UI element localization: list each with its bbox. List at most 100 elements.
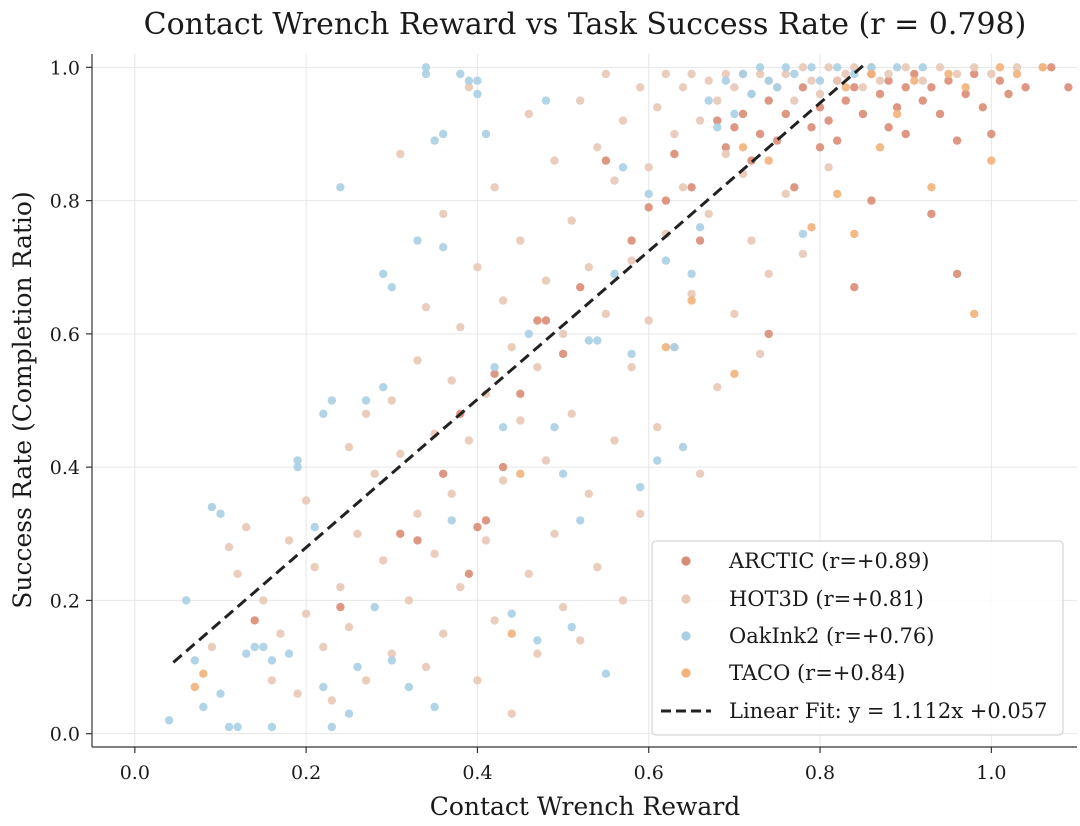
data-point — [421, 63, 431, 72]
data-point — [661, 69, 671, 79]
data-point — [833, 76, 842, 85]
data-point — [875, 76, 885, 85]
data-point — [276, 629, 285, 638]
data-point — [516, 389, 525, 398]
data-point — [447, 516, 456, 525]
data-point — [387, 396, 396, 405]
data-point — [781, 63, 790, 72]
data-point — [695, 223, 705, 232]
y-tick-label: 0.6 — [50, 324, 80, 346]
data-point — [310, 522, 319, 532]
data-point — [730, 109, 739, 119]
data-point — [867, 196, 876, 205]
data-point — [379, 383, 388, 392]
x-tick-label: 0.6 — [634, 762, 664, 784]
data-point — [841, 69, 850, 79]
data-point — [507, 343, 516, 352]
data-point — [224, 542, 234, 552]
data-point — [533, 649, 542, 658]
data-point — [644, 189, 653, 199]
data-point — [713, 116, 722, 125]
data-point — [199, 702, 208, 712]
data-point — [995, 76, 1005, 85]
data-point — [370, 469, 379, 478]
data-point — [927, 209, 936, 219]
data-point — [884, 123, 893, 132]
y-tick-label: 0.4 — [50, 457, 80, 479]
legend-marker-hot3d — [681, 594, 691, 604]
data-point — [284, 536, 294, 545]
data-point — [353, 662, 362, 672]
data-point — [695, 236, 705, 245]
legend-box — [651, 540, 1064, 736]
data-point — [319, 409, 328, 418]
data-point — [618, 596, 628, 605]
data-point — [901, 129, 910, 139]
data-point — [550, 156, 559, 165]
data-point — [798, 249, 808, 259]
data-point — [661, 256, 671, 265]
legend-label-oakink2: OakInk2 (r=+0.76) — [729, 624, 934, 648]
data-point — [498, 296, 508, 305]
data-point — [336, 602, 345, 612]
data-point — [464, 76, 474, 85]
data-point — [970, 69, 979, 79]
data-point — [824, 63, 833, 72]
data-point — [558, 602, 568, 612]
data-point — [507, 609, 516, 618]
data-point — [207, 502, 217, 512]
legend-label-fit: Linear Fit: y = 1.112x +0.057 — [729, 699, 1048, 723]
data-point — [738, 143, 748, 152]
data-point — [361, 409, 371, 418]
data-point — [781, 189, 790, 199]
data-point — [687, 69, 696, 79]
data-point — [627, 363, 636, 372]
data-point — [884, 76, 893, 85]
data-point — [755, 349, 765, 359]
data-point — [653, 103, 662, 112]
data-point — [807, 63, 816, 72]
data-point — [516, 469, 525, 478]
data-point — [1047, 63, 1056, 72]
data-point — [653, 423, 662, 432]
data-point — [627, 349, 636, 359]
data-point — [952, 269, 962, 279]
data-point — [610, 436, 619, 445]
y-tick-label: 0.0 — [50, 724, 80, 746]
data-point — [978, 103, 987, 112]
data-point — [524, 109, 533, 119]
data-point — [807, 76, 816, 85]
data-point — [858, 83, 868, 92]
data-point — [970, 309, 979, 319]
data-point — [755, 129, 765, 139]
data-point — [687, 289, 696, 299]
data-point — [764, 76, 773, 85]
data-point — [730, 83, 739, 92]
data-point — [216, 689, 225, 698]
data-point — [687, 269, 696, 279]
data-point — [259, 642, 268, 652]
data-point — [558, 329, 568, 339]
data-point — [584, 489, 593, 498]
data-point — [781, 69, 790, 79]
data-point — [319, 642, 328, 652]
data-point — [815, 76, 825, 85]
data-point — [627, 256, 636, 265]
data-point — [541, 456, 551, 465]
data-point — [473, 263, 482, 272]
data-point — [284, 649, 294, 658]
data-point — [995, 63, 1005, 72]
data-point — [892, 63, 902, 72]
data-point — [721, 76, 730, 85]
data-point — [601, 669, 611, 678]
data-point — [670, 149, 679, 159]
data-point — [327, 722, 336, 732]
data-point — [636, 482, 645, 492]
data-point — [833, 136, 842, 145]
data-point — [1012, 69, 1022, 79]
data-point — [661, 196, 671, 205]
data-point — [473, 76, 482, 85]
legend-label-taco: TACO (r=+0.84) — [729, 661, 905, 685]
data-point — [755, 63, 765, 72]
data-points — [164, 63, 1073, 732]
